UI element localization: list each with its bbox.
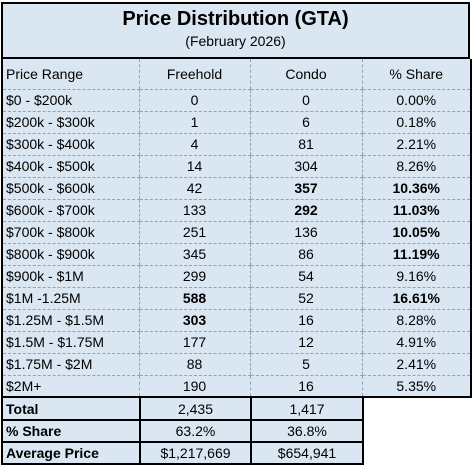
condo-cell: 0	[249, 89, 362, 112]
table-row: $1.25M - $1.5M 303 16 8.28%	[1, 309, 472, 332]
price-range-cell: $1M -1.25M	[1, 287, 139, 310]
price-range-cell: $0 - $200k	[1, 89, 139, 112]
price-range-cell: $1.5M - $1.75M	[1, 331, 139, 354]
freehold-cell: 0	[138, 89, 250, 112]
price-range-cell: $700k - $800k	[1, 221, 139, 244]
price-range-cell: $1.75M - $2M	[1, 353, 139, 376]
condo-cell: 12	[249, 331, 362, 354]
price-range-cell: $200k - $300k	[1, 111, 139, 134]
condo-cell: 52	[249, 287, 362, 310]
share-cell: 5.35%	[361, 375, 472, 398]
freehold-cell: 1	[138, 111, 250, 134]
table-row: $1.5M - $1.75M 177 12 4.91%	[1, 331, 472, 354]
summary-table: Total 2,435 1,417 % Share 63.2% 36.8% Av…	[1, 398, 364, 465]
share-cell: 8.26%	[361, 155, 472, 178]
condo-cell: 6	[249, 111, 362, 134]
price-range-cell: $300k - $400k	[1, 133, 139, 156]
share-cell: 0.18%	[361, 111, 472, 134]
summary-label: % Share	[1, 420, 140, 443]
page-title: Price Distribution (GTA)	[122, 8, 349, 30]
freehold-cell: 299	[138, 265, 250, 288]
price-range-cell: $2M+	[1, 375, 139, 398]
condo-cell: 16	[249, 309, 362, 332]
table-row: $2M+ 190 16 5.35%	[1, 375, 472, 398]
table-row: $1.75M - $2M 88 5 2.41%	[1, 353, 472, 376]
price-range-cell: $400k - $500k	[1, 155, 139, 178]
condo-cell: 292	[249, 199, 362, 222]
share-cell: 16.61%	[361, 287, 472, 310]
freehold-cell: 88	[138, 353, 250, 376]
column-header-row: Price Range Freehold Condo % Share	[1, 59, 472, 90]
price-range-cell: $800k - $900k	[1, 243, 139, 266]
freehold-cell: 4	[138, 133, 250, 156]
summary-freehold: $1,217,669	[139, 442, 251, 465]
summary-freehold: 63.2%	[139, 420, 251, 443]
share-cell: 10.36%	[361, 177, 472, 200]
share-cell: 4.91%	[361, 331, 472, 354]
share-cell: 8.28%	[361, 309, 472, 332]
table-row: $700k - $800k 251 136 10.05%	[1, 221, 472, 244]
table-row: $800k - $900k 345 86 11.19%	[1, 243, 472, 266]
summary-label: Total	[1, 398, 140, 421]
share-cell: 9.16%	[361, 265, 472, 288]
freehold-cell: 42	[138, 177, 250, 200]
summary-condo: 1,417	[250, 398, 364, 421]
table-row: $0 - $200k 0 0 0.00%	[1, 89, 472, 112]
table-row: $900k - $1M 299 54 9.16%	[1, 265, 472, 288]
column-header-price-range: Price Range	[1, 59, 139, 90]
summary-row-share: % Share 63.2% 36.8%	[1, 420, 364, 443]
price-range-cell: $500k - $600k	[1, 177, 139, 200]
condo-cell: 86	[249, 243, 362, 266]
table-row: $400k - $500k 14 304 8.26%	[1, 155, 472, 178]
condo-cell: 16	[249, 375, 362, 398]
summary-condo: 36.8%	[250, 420, 364, 443]
freehold-cell: 190	[138, 375, 250, 398]
condo-cell: 136	[249, 221, 362, 244]
share-cell: 2.41%	[361, 353, 472, 376]
table-row: $500k - $600k 42 357 10.36%	[1, 177, 472, 200]
condo-cell: 54	[249, 265, 362, 288]
price-range-cell: $600k - $700k	[1, 199, 139, 222]
freehold-cell: 14	[138, 155, 250, 178]
summary-row-total: Total 2,435 1,417	[1, 398, 364, 421]
freehold-cell: 251	[138, 221, 250, 244]
table-row: $300k - $400k 4 81 2.21%	[1, 133, 472, 156]
page-subtitle: (February 2026)	[185, 33, 286, 49]
column-header-share: % Share	[361, 59, 472, 90]
table-row: $1M -1.25M 588 52 16.61%	[1, 287, 472, 310]
share-cell: 11.19%	[361, 243, 472, 266]
freehold-cell: 588	[138, 287, 250, 310]
freehold-cell: 345	[138, 243, 250, 266]
summary-label: Average Price	[1, 442, 140, 465]
price-range-cell: $900k - $1M	[1, 265, 139, 288]
share-cell: 11.03%	[361, 199, 472, 222]
price-range-cell: $1.25M - $1.5M	[1, 309, 139, 332]
share-cell: 10.05%	[361, 221, 472, 244]
freehold-cell: 303	[138, 309, 250, 332]
share-cell: 2.21%	[361, 133, 472, 156]
condo-cell: 357	[249, 177, 362, 200]
distribution-grid: Price Range Freehold Condo % Share $0 - …	[1, 59, 472, 398]
condo-cell: 81	[249, 133, 362, 156]
summary-freehold: 2,435	[139, 398, 251, 421]
share-cell: 0.00%	[361, 89, 472, 112]
table-header: Price Distribution (GTA) (February 2026)	[1, 2, 470, 59]
column-header-freehold: Freehold	[138, 59, 250, 90]
column-header-condo: Condo	[249, 59, 362, 90]
freehold-cell: 177	[138, 331, 250, 354]
table-row: $600k - $700k 133 292 11.03%	[1, 199, 472, 222]
freehold-cell: 133	[138, 199, 250, 222]
condo-cell: 304	[249, 155, 362, 178]
condo-cell: 5	[249, 353, 362, 376]
table-row: $200k - $300k 1 6 0.18%	[1, 111, 472, 134]
